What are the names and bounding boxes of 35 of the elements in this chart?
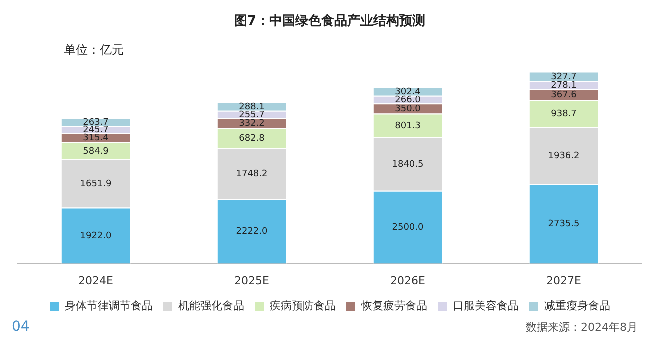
legend-label: 机能强化食品: [178, 299, 244, 312]
data-label: 584.9: [83, 146, 110, 157]
legend-label: 疾病预防食品: [270, 299, 336, 312]
x-tick-label: 2027E: [546, 274, 582, 288]
data-label: 255.7: [239, 110, 265, 120]
data-label: 315.4: [83, 134, 110, 144]
legend-label: 减重瘦身食品: [544, 299, 610, 312]
data-label: 367.6: [551, 90, 578, 101]
legend-label: 口服美容食品: [453, 299, 519, 312]
data-label: 801.3: [395, 121, 421, 132]
text: 04: [12, 319, 30, 335]
legend-label: 恢复疲劳食品: [360, 299, 428, 312]
x-tick-label: 2024E: [78, 274, 114, 288]
chart-title: 图7：中国绿色食品产业结构预测: [234, 13, 426, 30]
data-label: 1936.2: [548, 152, 580, 162]
data-label: 682.8: [239, 134, 266, 144]
source-note: 数据来源：2024年8月: [526, 320, 638, 335]
data-label: 266.0: [395, 96, 422, 106]
data-label: 1651.9: [80, 179, 112, 190]
data-label: 1840.5: [392, 160, 424, 170]
data-label: 2735.5: [548, 220, 580, 230]
data-label: 1748.2: [236, 169, 268, 180]
data-label: 2222.0: [236, 227, 268, 238]
data-label: 2500.0: [392, 223, 424, 234]
text: 单位：亿元: [64, 42, 124, 59]
data-label: 278.1: [551, 81, 577, 92]
x-tick-label: 2025E: [234, 274, 270, 288]
data-label: 302.4: [395, 87, 422, 98]
data-label: 938.7: [551, 110, 577, 120]
data-label: 350.0: [395, 104, 422, 115]
data-label: 327.7: [551, 72, 577, 82]
data-label: 332.2: [239, 119, 265, 130]
x-tick-label: 2026E: [390, 274, 426, 288]
data-label: 1922.0: [80, 232, 112, 242]
legend-label: 身体节律调节食品: [65, 299, 153, 312]
